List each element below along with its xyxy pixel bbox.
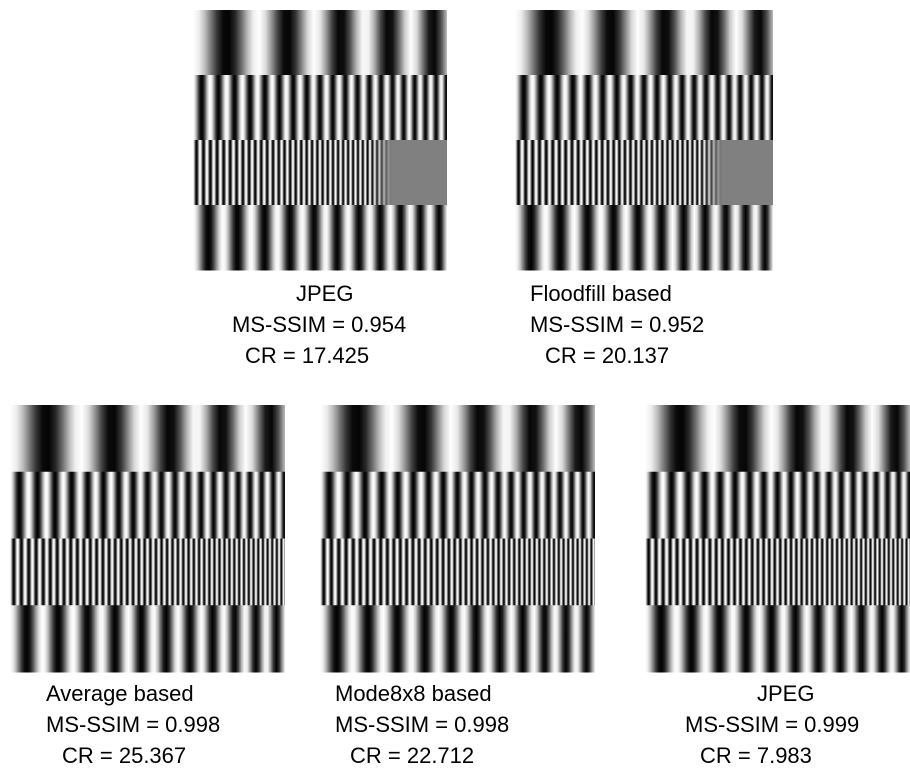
panel: Mode8x8 based MS-SSIM = 0.998 CR = 22.712 bbox=[320, 405, 595, 768]
test-pattern-band bbox=[515, 140, 773, 206]
figure: JPEG MS-SSIM = 0.954 CR = 17.425 Floodfill … bbox=[0, 0, 910, 770]
test-pattern-band bbox=[193, 140, 447, 206]
test-pattern-band bbox=[645, 539, 910, 606]
panel: JPEG MS-SSIM = 0.954 CR = 17.425 bbox=[193, 10, 447, 368]
panel: JPEG MS-SSIM = 0.999 CR = 7.983 bbox=[645, 405, 910, 768]
test-pattern-band bbox=[645, 605, 910, 672]
caption-line: CR = 22.712 bbox=[350, 743, 474, 768]
test-pattern-band bbox=[645, 472, 910, 539]
test-pattern-band bbox=[515, 205, 773, 271]
test-pattern-band bbox=[10, 472, 285, 539]
caption-line: Mode8x8 based bbox=[335, 681, 492, 706]
caption-line: CR = 25.367 bbox=[62, 743, 186, 768]
test-pattern-band bbox=[320, 605, 595, 672]
caption-line: MS-SSIM = 0.952 bbox=[530, 312, 704, 337]
test-pattern-band bbox=[10, 539, 285, 606]
test-pattern-band bbox=[515, 75, 773, 141]
test-pattern-band bbox=[10, 605, 285, 672]
caption-line: MS-SSIM = 0.998 bbox=[335, 712, 509, 737]
test-pattern-band bbox=[515, 10, 773, 76]
test-pattern-band bbox=[320, 472, 595, 539]
test-pattern-band bbox=[320, 539, 595, 606]
caption-line: Average based bbox=[46, 681, 194, 706]
caption-line: JPEG bbox=[757, 681, 814, 706]
caption-line: MS-SSIM = 0.954 bbox=[232, 312, 406, 337]
caption-line: MS-SSIM = 0.998 bbox=[46, 712, 220, 737]
test-pattern-band bbox=[645, 405, 910, 472]
panel: Average based MS-SSIM = 0.998 CR = 25.367 bbox=[10, 405, 285, 768]
caption-line: MS-SSIM = 0.999 bbox=[685, 712, 859, 737]
test-pattern-band bbox=[193, 75, 447, 141]
panel: Floodfill based MS-SSIM = 0.952 CR = 20.13… bbox=[515, 10, 773, 368]
caption-line: Floodfill based bbox=[530, 281, 672, 306]
caption-line: CR = 17.425 bbox=[245, 343, 369, 368]
caption-line: CR = 20.137 bbox=[545, 343, 669, 368]
test-pattern-band bbox=[320, 405, 595, 472]
caption-line: CR = 7.983 bbox=[700, 743, 812, 768]
test-pattern-band bbox=[10, 405, 285, 472]
test-pattern-band bbox=[193, 10, 447, 76]
caption-line: JPEG bbox=[296, 281, 353, 306]
test-pattern-band bbox=[193, 205, 447, 271]
